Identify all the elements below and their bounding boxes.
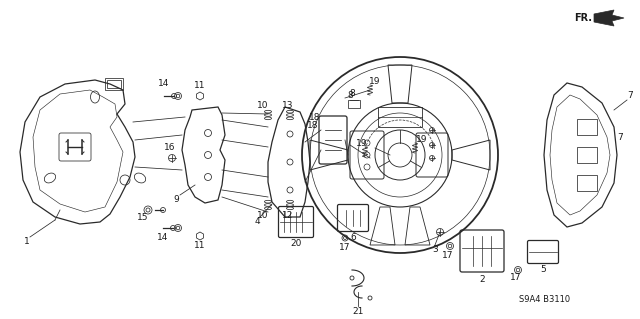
Text: 14: 14 bbox=[158, 78, 170, 87]
Text: 18: 18 bbox=[309, 114, 321, 122]
Text: 18: 18 bbox=[307, 121, 319, 130]
Text: 8: 8 bbox=[347, 91, 353, 100]
Text: 21: 21 bbox=[352, 307, 364, 315]
Text: 12: 12 bbox=[282, 211, 294, 219]
Bar bbox=[577, 175, 597, 191]
Circle shape bbox=[172, 93, 177, 99]
Text: 17: 17 bbox=[442, 250, 454, 259]
Bar bbox=[105, 78, 123, 90]
Text: 1: 1 bbox=[24, 238, 30, 247]
Text: 8: 8 bbox=[349, 90, 355, 99]
Text: 16: 16 bbox=[164, 144, 176, 152]
Bar bbox=[348, 100, 360, 108]
Text: 13: 13 bbox=[282, 100, 294, 109]
Text: 11: 11 bbox=[195, 241, 205, 250]
Circle shape bbox=[170, 226, 175, 231]
Text: 14: 14 bbox=[157, 233, 169, 241]
Text: 11: 11 bbox=[195, 81, 205, 91]
Text: 9: 9 bbox=[173, 195, 179, 204]
Text: 19: 19 bbox=[369, 78, 381, 86]
Text: 3: 3 bbox=[432, 246, 438, 255]
Text: 19: 19 bbox=[416, 136, 428, 145]
Text: 6: 6 bbox=[350, 233, 356, 241]
Text: 4: 4 bbox=[254, 218, 260, 226]
Bar bbox=[577, 119, 597, 135]
Polygon shape bbox=[594, 10, 624, 26]
Circle shape bbox=[161, 207, 166, 212]
Bar bbox=[107, 80, 121, 88]
Text: 2: 2 bbox=[479, 275, 485, 284]
Text: 15: 15 bbox=[137, 213, 148, 222]
Text: 5: 5 bbox=[540, 265, 546, 275]
Text: 19: 19 bbox=[356, 138, 368, 147]
Text: 17: 17 bbox=[339, 243, 351, 253]
Text: 7: 7 bbox=[627, 91, 633, 100]
Text: 7: 7 bbox=[617, 133, 623, 143]
Bar bbox=[577, 147, 597, 163]
Text: 10: 10 bbox=[257, 211, 269, 219]
Text: 17: 17 bbox=[510, 273, 522, 283]
Text: FR.: FR. bbox=[574, 13, 592, 23]
Text: 10: 10 bbox=[257, 100, 269, 109]
Bar bbox=[378, 107, 422, 127]
Text: 20: 20 bbox=[291, 239, 301, 248]
Text: S9A4 B3110: S9A4 B3110 bbox=[520, 295, 571, 305]
